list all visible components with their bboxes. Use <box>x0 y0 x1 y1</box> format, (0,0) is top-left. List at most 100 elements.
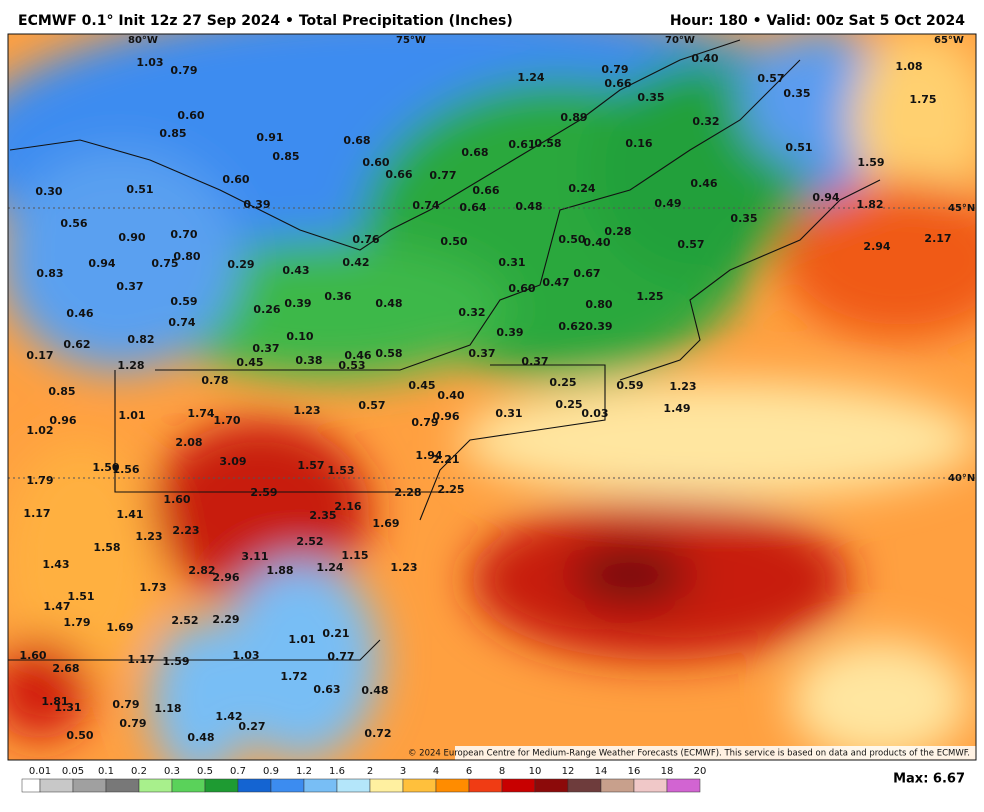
precip-label: 0.68 <box>343 134 370 147</box>
colorbar-label: 0.1 <box>98 766 114 777</box>
precip-label: 0.64 <box>459 201 486 214</box>
precip-label: 0.77 <box>327 650 354 663</box>
credit: © 2024 European Centre for Medium-Range … <box>408 749 970 759</box>
precip-label: 0.82 <box>127 333 154 346</box>
precip-label: 1.75 <box>909 93 936 106</box>
precip-label: 0.46 <box>690 177 717 190</box>
precip-label: 0.53 <box>338 359 365 372</box>
colorbar-swatch <box>171 778 206 793</box>
colorbar-label: 0.7 <box>230 766 246 777</box>
precip-label: 1.51 <box>67 590 94 603</box>
precip-label: 0.68 <box>461 146 488 159</box>
precip-label: 1.47 <box>43 600 70 613</box>
precip-label: 1.57 <box>297 459 324 472</box>
precip-label: 0.57 <box>677 238 704 251</box>
colorbar-label: 3 <box>400 766 406 777</box>
colorbar-label: 0.9 <box>263 766 279 777</box>
precip-label: 0.57 <box>358 399 385 412</box>
precip-label: 0.27 <box>238 720 265 733</box>
precip-label: 2.52 <box>171 614 198 627</box>
precip-label: 0.63 <box>313 683 340 696</box>
precip-label: 0.35 <box>730 212 757 225</box>
precip-label: 0.28 <box>604 225 631 238</box>
colorbar-swatch <box>468 778 503 793</box>
precip-label: 2.25 <box>437 483 464 496</box>
precip-label: 0.16 <box>625 137 652 150</box>
precip-label: 0.78 <box>201 374 228 387</box>
lon-label: 75°W <box>396 35 426 46</box>
precip-label: 0.32 <box>692 115 719 128</box>
precip-label: 1.28 <box>117 359 144 372</box>
precip-label: 0.67 <box>573 267 600 280</box>
colorbar-swatch <box>21 778 41 793</box>
precip-label: 0.74 <box>168 316 195 329</box>
precip-label: 0.46 <box>66 307 93 320</box>
precip-label: 1.69 <box>106 621 133 634</box>
precip-label: 2.21 <box>432 453 459 466</box>
precip-label: 0.62 <box>63 338 90 351</box>
precip-label: 1.59 <box>162 655 189 668</box>
precip-label: 0.39 <box>496 326 523 339</box>
precip-label: 0.25 <box>549 376 576 389</box>
colorbar-swatch <box>567 778 602 793</box>
precip-label: 0.51 <box>785 141 812 154</box>
precip-label: 0.48 <box>361 684 388 697</box>
precip-label: 0.70 <box>170 228 197 241</box>
precip-label: 0.50 <box>558 233 585 246</box>
valid-time: Hour: 180 • Valid: 00z Sat 5 Oct 2024 <box>670 13 965 29</box>
precip-label: 1.17 <box>23 507 50 520</box>
colorbar-swatch <box>402 778 437 793</box>
colorbar-label: 14 <box>595 766 608 777</box>
precip-label: 0.37 <box>252 342 279 355</box>
colorbar-swatch <box>303 778 338 793</box>
colorbar-swatch <box>270 778 305 793</box>
map-frame <box>7 33 977 761</box>
colorbar-label: 12 <box>562 766 575 777</box>
precip-label: 1.82 <box>856 198 883 211</box>
precip-label: 0.60 <box>508 282 535 295</box>
colorbar-swatch <box>435 778 470 793</box>
precip-label: 0.74 <box>412 199 439 212</box>
precip-label: 0.36 <box>324 290 351 303</box>
precip-label: 1.02 <box>26 424 53 437</box>
precip-label: 1.17 <box>127 653 154 666</box>
colorbar-swatch <box>666 778 701 793</box>
precip-label: 0.59 <box>616 379 643 392</box>
colorbar-swatch <box>633 778 668 793</box>
precip-label: 1.23 <box>293 404 320 417</box>
precip-label: 0.35 <box>783 87 810 100</box>
colorbar: 0.01 0.05 0.1 0.2 0.3 0.5 0.7 0.9 1.2 1.6 2 3 4 6 8 10 1… <box>21 766 706 793</box>
precip-label: 0.77 <box>429 169 456 182</box>
precip-label: 0.96 <box>432 410 459 423</box>
precip-label: 0.37 <box>468 347 495 360</box>
precip-label: 0.48 <box>515 200 542 213</box>
precip-label: 0.50 <box>66 729 93 742</box>
precip-label: 3.11 <box>241 550 268 563</box>
precip-label: 2.23 <box>172 524 199 537</box>
title: ECMWF 0.1° Init 12z 27 Sep 2024 • Total … <box>18 13 513 29</box>
lat-label: 45°N <box>948 203 975 214</box>
precip-label: 0.79 <box>601 63 628 76</box>
precip-label: 0.51 <box>126 183 153 196</box>
point-labels: 1.030.790.600.85 0.910.850.680.600.66 0.77… <box>19 52 951 744</box>
colorbar-swatch <box>39 778 74 793</box>
precip-label: 0.45 <box>408 379 435 392</box>
precip-label: 0.96 <box>49 414 76 427</box>
precip-label: 2.08 <box>175 436 202 449</box>
precip-label: 0.79 <box>170 64 197 77</box>
precip-label: 0.94 <box>88 257 115 270</box>
precip-label: 0.59 <box>170 295 197 308</box>
precip-label: 0.80 <box>585 298 612 311</box>
precip-label: 1.81 <box>41 695 68 708</box>
precip-label: 0.85 <box>48 385 75 398</box>
precip-label: 0.89 <box>560 111 587 124</box>
precip-label: 0.50 <box>440 235 467 248</box>
colorbar-label: 4 <box>433 766 439 777</box>
precip-label: 0.79 <box>411 416 438 429</box>
colorbar-swatch <box>138 778 173 793</box>
precip-label: 0.26 <box>253 303 280 316</box>
precip-label: 0.25 <box>555 398 582 411</box>
precip-label: 1.42 <box>215 710 242 723</box>
precip-label: 0.60 <box>362 156 389 169</box>
